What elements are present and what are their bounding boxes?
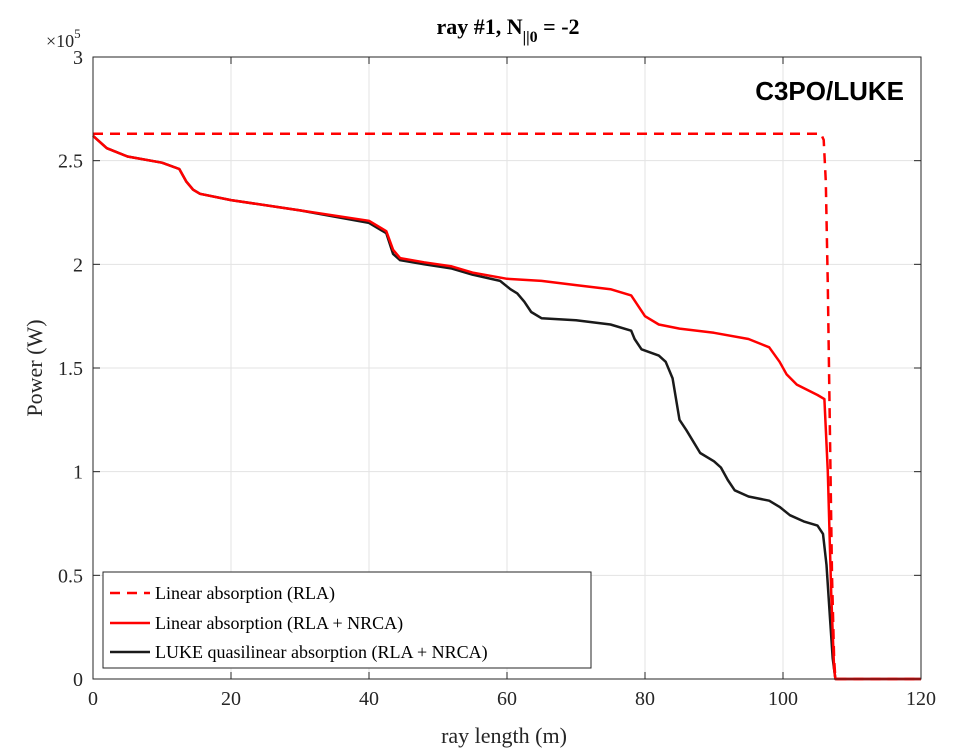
legend-entry-0: Linear absorption (RLA)	[110, 583, 335, 604]
chart-title: ray #1, N||0 = -2	[436, 14, 579, 46]
legend-label-linear-rla-nrca: Linear absorption (RLA + NRCA)	[155, 613, 403, 634]
legend: Linear absorption (RLA) Linear absorptio…	[102, 571, 592, 669]
x-tick-label: 120	[906, 688, 936, 710]
watermark-label: C3PO/LUKE	[755, 76, 904, 106]
x-axis-label: ray length (m)	[441, 723, 567, 748]
legend-box	[102, 571, 592, 669]
y-tick-label: 0	[73, 669, 83, 691]
y-tick-label: 2	[73, 254, 83, 276]
y-tick-label: 3	[73, 47, 83, 69]
x-tick-label: 60	[497, 688, 517, 710]
tick-labels: 0 20 40 60 80 100 120 0 0.5 1 1.5 2 2.5 3	[58, 47, 936, 710]
y-tick-label: 1	[73, 462, 83, 484]
legend-entry-2: LUKE quasilinear absorption (RLA + NRCA)	[110, 642, 488, 663]
legend-entry-1: Linear absorption (RLA + NRCA)	[110, 613, 403, 634]
tick-marks	[92, 56, 922, 680]
x-tick-label: 100	[768, 688, 798, 710]
x-tick-label: 0	[88, 688, 98, 710]
y-axis-label: Power (W)	[22, 319, 47, 416]
x-tick-label: 40	[359, 688, 379, 710]
exponent-label: ×105	[46, 26, 81, 51]
y-tick-label: 2.5	[58, 151, 83, 173]
series-group	[92, 132, 921, 681]
x-tick-label: 80	[635, 688, 655, 710]
legend-label-luke-quasilinear: LUKE quasilinear absorption (RLA + NRCA)	[155, 642, 488, 663]
legend-label-linear-rla: Linear absorption (RLA)	[155, 583, 335, 604]
x-tick-label: 20	[221, 688, 241, 710]
y-tick-label: 0.5	[58, 565, 83, 587]
series-line-linear-rla-nrca	[92, 134, 921, 681]
y-tick-label: 1.5	[58, 358, 83, 380]
series-line-linear-rla	[93, 132, 921, 681]
